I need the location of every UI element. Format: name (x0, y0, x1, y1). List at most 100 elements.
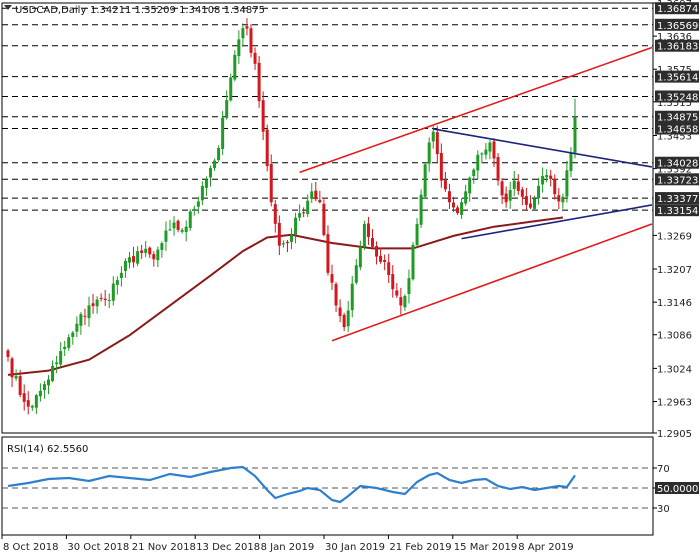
candle-body (541, 176, 545, 185)
candle-body (439, 152, 443, 181)
price-level-tag-label: 1.36874 (657, 4, 698, 15)
candle-body (103, 298, 107, 300)
candle-body (140, 250, 144, 253)
candle-body (10, 358, 14, 378)
candle-body (431, 131, 435, 142)
candle-body (318, 200, 322, 203)
price-level-tag (655, 18, 699, 31)
candle-body (123, 260, 127, 272)
candle-body (42, 384, 46, 391)
price-tick-label: 1.3269 (657, 231, 692, 242)
candle-body (468, 177, 472, 194)
candle-body (557, 195, 561, 202)
candle-body (136, 251, 140, 264)
price-level-tags: 1.36874 1.36569 1.36183 1.35614 1.35248 1.348… (655, 2, 699, 217)
candle-body (512, 180, 516, 189)
price-tick-label: 1.2963 (657, 398, 692, 409)
price-level-tag (655, 156, 699, 169)
price-tick-label: 1.3146 (657, 298, 692, 309)
price-level-tag (655, 204, 699, 217)
candle-body (253, 52, 257, 64)
candle-body (423, 164, 427, 197)
candle-body (128, 257, 131, 263)
price-level-tag-label: 1.33154 (657, 206, 698, 217)
candle-body (452, 202, 455, 208)
candle-body (537, 185, 541, 199)
price-level-tag-label: 1.34028 (657, 159, 698, 170)
price-level-tag-label: 1.34658 (657, 125, 698, 136)
candle-body (306, 200, 310, 214)
time-tick-label: 8 Jan 2019 (261, 542, 315, 553)
trendline-layer (299, 46, 653, 342)
candle-body (91, 303, 95, 306)
collapse-triangle-icon[interactable] (4, 5, 12, 10)
candle-body (281, 243, 285, 245)
candle-body (237, 39, 241, 57)
candle-body (464, 191, 468, 204)
candle-body (496, 157, 500, 181)
red-trendline (331, 223, 653, 342)
candle-body (366, 223, 370, 237)
candle-body (387, 262, 391, 276)
candle-body (302, 212, 306, 214)
price-level-tag-label: 1.36183 (657, 42, 698, 53)
price-panel-frame (1, 2, 654, 434)
candle-body (472, 169, 476, 177)
rsi-panel-frame (1, 436, 654, 536)
symbol-label: USDCAD,Daily (15, 5, 86, 16)
candle-body (217, 147, 221, 161)
time-tick-label: 21 Nov 2018 (132, 542, 196, 553)
candle-body (460, 202, 464, 215)
candle-body (334, 284, 338, 306)
candle-body (245, 26, 249, 29)
candle-body (22, 393, 26, 402)
candle-body (192, 208, 196, 211)
candle-body (294, 217, 298, 235)
price-level-tag (655, 39, 699, 52)
candle-body (330, 274, 334, 283)
candle-body (47, 379, 50, 386)
candle-body (83, 315, 87, 317)
candle-body (18, 376, 22, 395)
candle-body (148, 247, 152, 255)
candle-body (55, 362, 59, 365)
rsi-current-tag (655, 482, 699, 494)
candle-body (75, 323, 79, 332)
candle-body (111, 283, 115, 301)
price-tick-label: 1.3392 (657, 165, 692, 176)
candle-body (172, 222, 176, 229)
candle-body (484, 149, 488, 155)
candle-body (115, 280, 119, 285)
rsi-current-tag-label: 50.0000 (657, 484, 698, 495)
red-trendline (299, 46, 653, 174)
time-tick-label: 30 Oct 2018 (67, 542, 129, 553)
price-tick-label: 1.3024 (657, 364, 692, 375)
candle-body (314, 190, 318, 200)
candle-body (565, 170, 569, 197)
candle-body (156, 249, 160, 261)
candlestick-series (6, 18, 577, 415)
candle-body (200, 185, 204, 201)
price-level-tag-label: 1.34875 (657, 113, 698, 124)
candle-body (476, 154, 480, 171)
candle-body (504, 193, 508, 203)
candle-body (383, 259, 387, 262)
price-level-tag (655, 110, 699, 123)
navy-trendline (433, 128, 653, 168)
candle-body (26, 400, 30, 407)
candle-body (346, 310, 350, 327)
rsi-tick-label: 30 (657, 504, 670, 515)
candle-body (371, 238, 374, 247)
candle-body (549, 175, 553, 179)
candle-body (277, 222, 281, 246)
time-tick-label: 15 Mar 2019 (454, 542, 517, 553)
candle-body (391, 274, 395, 290)
candle-body (144, 248, 148, 253)
time-tick-label: 30 Jan 2019 (325, 542, 385, 553)
candle-body (358, 247, 362, 268)
candle-body (322, 203, 326, 236)
candle-body (298, 213, 302, 218)
candle-body (338, 307, 342, 317)
